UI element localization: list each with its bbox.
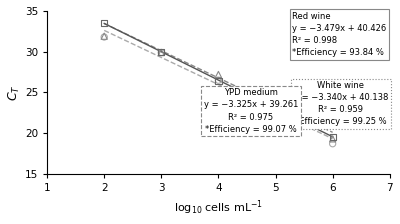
Text: YPD medium
y = −3.325x + 39.261
R² = 0.975
*Efficiency = 99.07 %: YPD medium y = −3.325x + 39.261 R² = 0.9… — [204, 88, 298, 134]
Point — [215, 79, 222, 83]
Point — [101, 34, 108, 38]
Point — [101, 35, 108, 39]
Point — [272, 101, 279, 105]
Point — [330, 136, 336, 139]
Point — [215, 78, 222, 82]
X-axis label: log$_{10}$ cells mL$^{-1}$: log$_{10}$ cells mL$^{-1}$ — [174, 198, 263, 217]
Point — [330, 142, 336, 146]
Point — [101, 21, 108, 25]
Point — [158, 50, 164, 54]
Y-axis label: $C_T$: $C_T$ — [7, 84, 22, 101]
Point — [215, 73, 222, 76]
Point — [272, 108, 279, 111]
Text: Red wine
y = −3.479x + 40.426
R² = 0.998
*Efficiency = 93.84 %: Red wine y = −3.479x + 40.426 R² = 0.998… — [292, 12, 386, 57]
Point — [330, 137, 336, 141]
Point — [158, 51, 164, 54]
Point — [158, 51, 164, 54]
Text: White wine
y = −3.340x + 40.138
R² = 0.959
*Efficiency = 99.25 %: White wine y = −3.340x + 40.138 R² = 0.9… — [294, 81, 388, 127]
Point — [272, 107, 279, 110]
